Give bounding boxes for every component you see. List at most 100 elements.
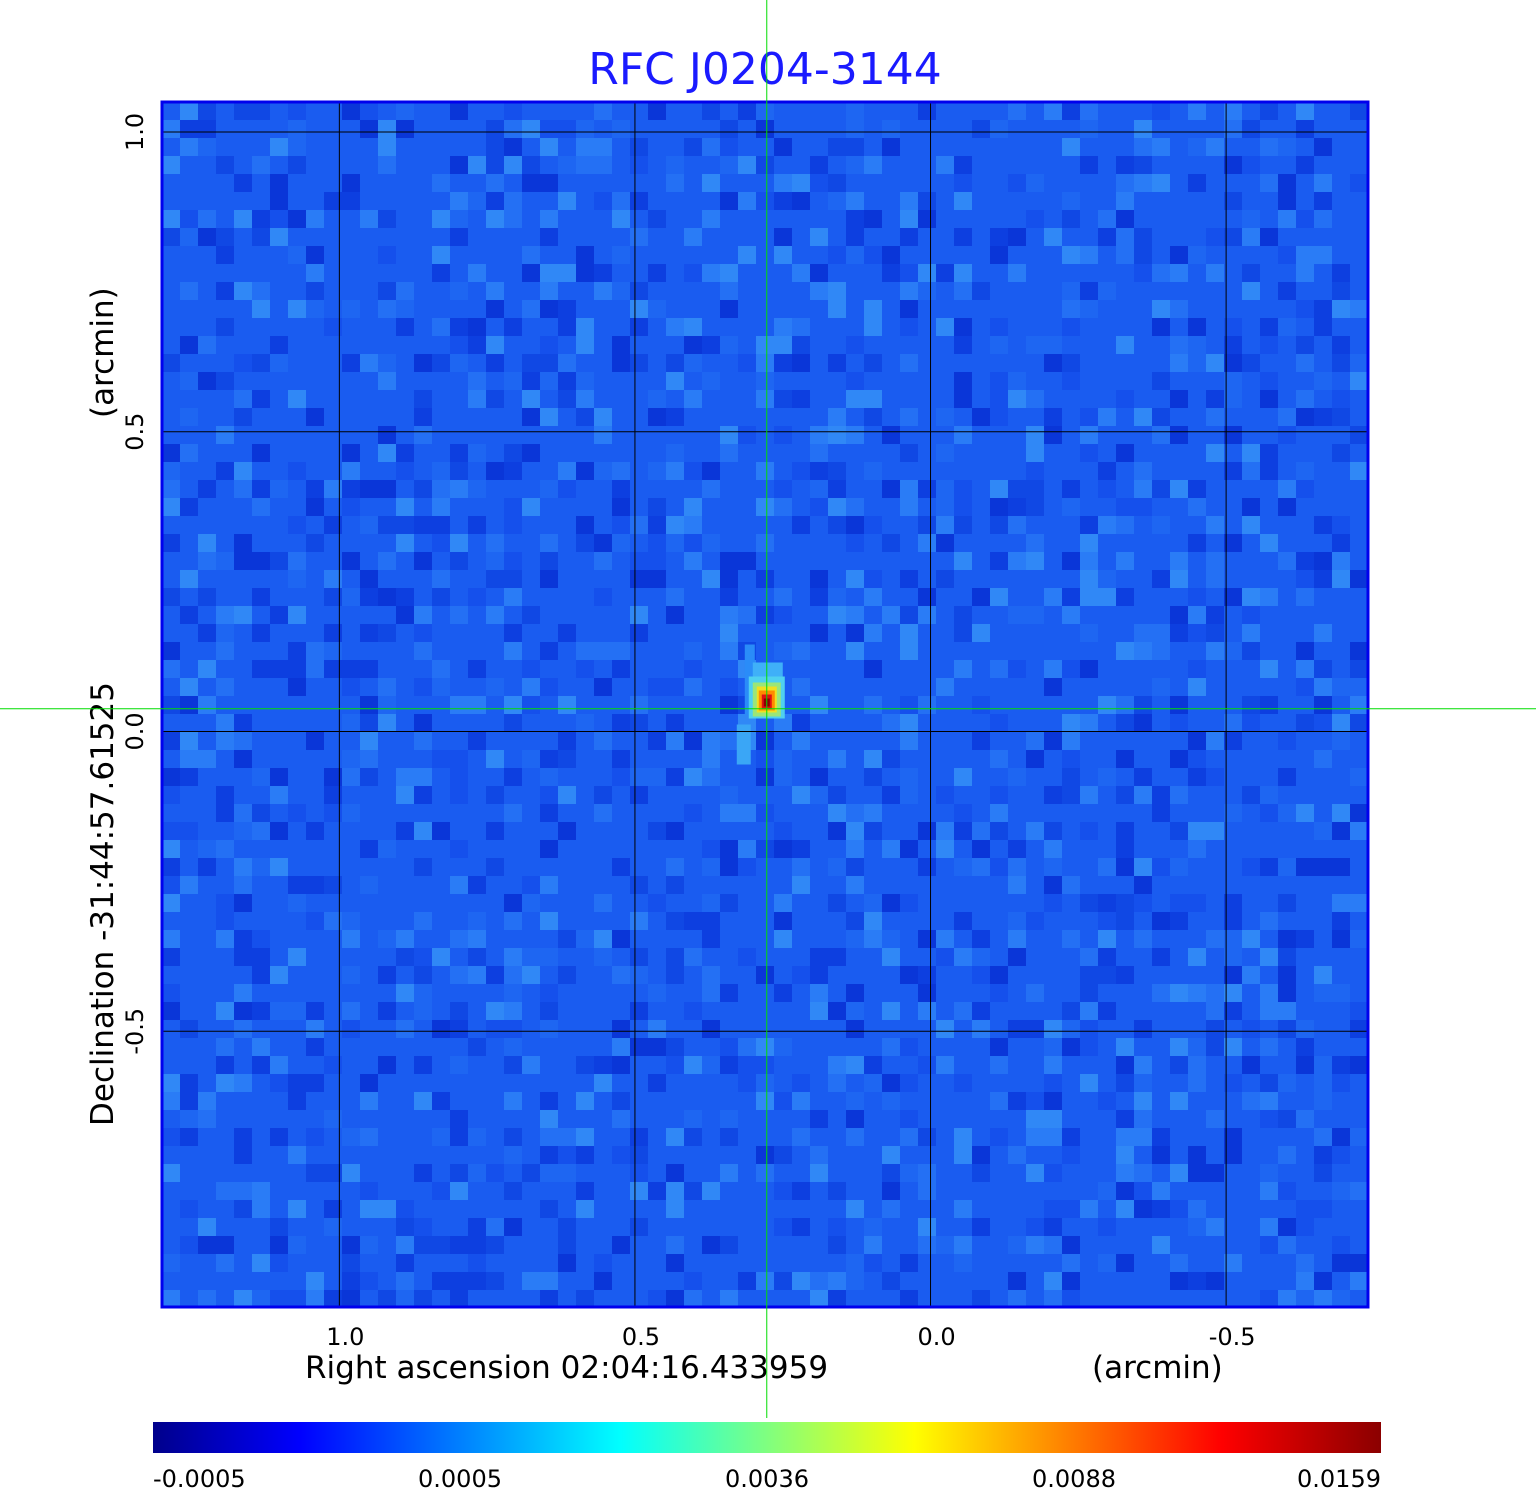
noise-pixel — [756, 1038, 774, 1056]
noise-pixel — [162, 732, 180, 750]
noise-pixel — [1260, 1002, 1278, 1020]
noise-pixel — [612, 246, 630, 264]
noise-pixel — [1206, 228, 1224, 246]
noise-pixel — [1098, 696, 1116, 714]
noise-pixel — [1134, 174, 1152, 192]
noise-pixel — [900, 192, 918, 210]
noise-pixel — [918, 1164, 936, 1182]
noise-pixel — [252, 984, 270, 1002]
noise-pixels — [162, 102, 1368, 1307]
noise-pixel — [540, 1020, 558, 1038]
noise-pixel — [198, 552, 216, 570]
noise-pixel — [1062, 588, 1080, 606]
colorbar-tick-label: 0.0159 — [1297, 1465, 1381, 1493]
noise-pixel — [630, 228, 648, 246]
noise-pixel — [1062, 1272, 1080, 1290]
noise-pixel — [900, 138, 918, 156]
noise-pixel — [1206, 1002, 1224, 1020]
noise-pixel — [396, 300, 414, 318]
noise-pixel — [414, 966, 432, 984]
noise-pixel — [576, 1128, 594, 1146]
noise-pixel — [522, 750, 540, 768]
noise-pixel — [900, 300, 918, 318]
noise-pixel — [414, 264, 432, 282]
noise-pixel — [522, 606, 540, 624]
noise-pixel — [1134, 714, 1152, 732]
noise-pixel — [1278, 282, 1296, 300]
noise-pixel — [972, 822, 990, 840]
noise-pixel — [216, 1074, 234, 1092]
noise-pixel — [702, 372, 720, 390]
noise-pixel — [612, 462, 630, 480]
noise-pixel — [162, 876, 180, 894]
noise-pixel — [1008, 840, 1026, 858]
noise-pixel — [720, 750, 738, 768]
noise-pixel — [414, 822, 432, 840]
noise-pixel — [900, 570, 918, 588]
noise-pixel — [450, 354, 468, 372]
noise-pixel — [252, 624, 270, 642]
noise-pixel — [666, 1182, 684, 1200]
noise-pixel — [306, 1164, 324, 1182]
noise-pixel — [162, 696, 180, 714]
noise-pixel — [846, 786, 864, 804]
noise-pixel — [990, 984, 1008, 1002]
noise-pixel — [576, 714, 594, 732]
noise-pixel — [954, 336, 972, 354]
noise-pixel — [990, 1092, 1008, 1110]
noise-pixel — [576, 462, 594, 480]
noise-pixel — [450, 192, 468, 210]
noise-pixel — [324, 1290, 342, 1307]
noise-pixel — [1116, 1254, 1134, 1272]
noise-pixel — [1116, 516, 1134, 534]
noise-pixel — [648, 678, 666, 696]
noise-pixel — [666, 732, 684, 750]
noise-pixel — [504, 210, 522, 228]
noise-pixel — [1116, 156, 1134, 174]
noise-pixel — [1260, 786, 1278, 804]
noise-pixel — [288, 876, 306, 894]
noise-pixel — [594, 588, 612, 606]
noise-pixel — [1152, 480, 1170, 498]
noise-pixel — [324, 696, 342, 714]
noise-pixel — [1332, 1074, 1350, 1092]
noise-pixel — [432, 534, 450, 552]
noise-pixel — [1188, 246, 1206, 264]
noise-pixel — [882, 1146, 900, 1164]
noise-pixel — [702, 210, 720, 228]
noise-pixel — [864, 1056, 882, 1074]
noise-pixel — [360, 102, 378, 120]
noise-pixel — [504, 984, 522, 1002]
noise-pixel — [576, 138, 594, 156]
noise-pixel — [1116, 390, 1134, 408]
noise-pixel — [612, 1056, 630, 1074]
noise-pixel — [1080, 444, 1098, 462]
noise-pixel — [1044, 102, 1062, 120]
noise-pixel — [864, 750, 882, 768]
noise-pixel — [720, 570, 738, 588]
noise-pixel — [288, 750, 306, 768]
noise-pixel — [234, 408, 252, 426]
noise-pixel — [540, 642, 558, 660]
noise-pixel — [1332, 804, 1350, 822]
noise-pixel — [342, 912, 360, 930]
noise-pixel — [450, 336, 468, 354]
noise-pixel — [198, 588, 216, 606]
noise-pixel — [216, 1236, 234, 1254]
noise-pixel — [342, 246, 360, 264]
noise-pixel — [954, 264, 972, 282]
noise-pixel — [1188, 1074, 1206, 1092]
noise-pixel — [972, 192, 990, 210]
noise-pixel — [1260, 444, 1278, 462]
noise-pixel — [1278, 372, 1296, 390]
noise-pixel — [1206, 444, 1224, 462]
noise-pixel — [666, 948, 684, 966]
noise-pixel — [198, 1218, 216, 1236]
noise-pixel — [810, 696, 828, 714]
noise-pixel — [360, 480, 378, 498]
noise-pixel — [432, 174, 450, 192]
noise-pixel — [1152, 1182, 1170, 1200]
noise-pixel — [1062, 444, 1080, 462]
noise-pixel — [576, 930, 594, 948]
noise-pixel — [486, 822, 504, 840]
